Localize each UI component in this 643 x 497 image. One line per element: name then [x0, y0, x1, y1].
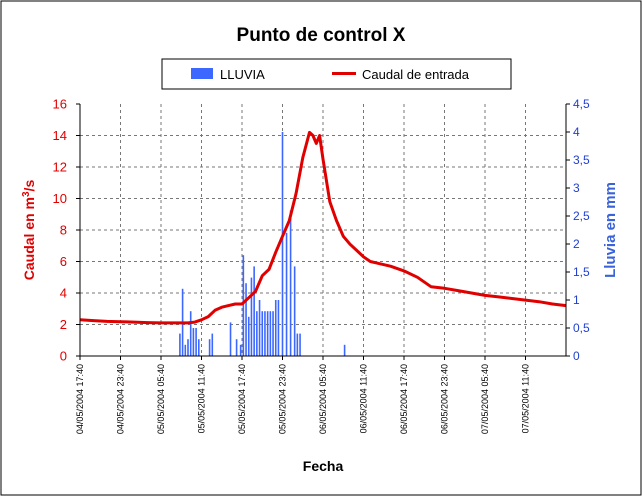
- x-tick-labels: 04/05/2004 17:40 04/05/2004 23:40 05/05/20…: [75, 364, 531, 434]
- legend-label-caudal: Caudal de entrada: [362, 67, 470, 82]
- rain-bar: [261, 311, 264, 356]
- rain-bar: [272, 311, 274, 356]
- x-tick-label: 04/05/2004 23:40: [116, 364, 126, 434]
- x-tick-label: 06/05/2004 05:40: [318, 364, 328, 434]
- left-tick-label: 10: [53, 191, 67, 206]
- rain-bar: [343, 344, 346, 356]
- rain-bar: [253, 266, 255, 356]
- right-tick-label: 4,5: [573, 97, 590, 111]
- right-tick-label: 3,5: [573, 153, 590, 167]
- rain-bar: [277, 300, 280, 356]
- x-tick-label: 06/05/2004 23:40: [440, 364, 450, 434]
- rain-bar: [189, 311, 192, 356]
- x-tick-label: 05/05/2004 11:40: [197, 364, 207, 433]
- rain-bar: [179, 333, 181, 356]
- legend-swatch-lluvia: [191, 68, 213, 79]
- x-axis-label: Fecha: [303, 458, 344, 474]
- rain-bar: [247, 316, 250, 356]
- x-tick-label: 06/05/2004 17:40: [399, 364, 409, 434]
- right-tick-label: 2: [573, 237, 580, 251]
- chart-title: Punto de control X: [237, 25, 406, 46]
- rain-bar: [269, 311, 272, 356]
- x-tick-label: 05/05/2004 05:40: [156, 364, 166, 434]
- x-tick-label: 05/05/2004 17:40: [237, 364, 247, 434]
- left-tick-labels: 0 2 4 6 8 10 12 14 16: [53, 97, 67, 364]
- rain-bars: [179, 132, 346, 356]
- right-tick-label: 1,5: [573, 265, 590, 279]
- left-tick-label: 2: [60, 317, 67, 332]
- right-tick-label: 0: [573, 349, 580, 363]
- left-tick-label: 12: [53, 160, 67, 175]
- rain-bar: [192, 328, 195, 356]
- rain-bar: [208, 339, 211, 356]
- right-tick-label: 0,5: [573, 321, 590, 335]
- rain-bar: [256, 311, 258, 356]
- legend-label-lluvia: LLUVIA: [220, 67, 265, 82]
- right-tick-label: 1: [573, 293, 580, 307]
- rain-bar: [266, 311, 269, 356]
- x-tick-label: 06/05/2004 11:40: [359, 364, 369, 433]
- x-tick-label: 05/05/2004 23:40: [278, 364, 288, 434]
- rain-bar: [296, 333, 299, 356]
- right-tick-labels: 0 0,5 1 1,5 2 2,5 3 3,5 4 4,5: [573, 97, 590, 363]
- rain-bar: [281, 132, 284, 356]
- rain-bar: [195, 328, 197, 356]
- left-tick-label: 4: [60, 286, 67, 301]
- right-tick-label: 3: [573, 181, 580, 195]
- rain-bar: [229, 322, 232, 356]
- left-tick-label: 8: [60, 223, 67, 238]
- flow-line: [79, 130, 567, 325]
- right-tick-label: 4: [573, 125, 580, 139]
- rain-bar: [250, 277, 253, 356]
- y-axis-right-label: Lluvia en mm: [602, 182, 619, 278]
- left-tick-label: 14: [53, 128, 67, 143]
- rain-bar: [258, 300, 261, 356]
- rain-bar: [245, 283, 247, 356]
- axes: [76, 103, 570, 360]
- x-tick-label: 04/05/2004 17:40: [75, 364, 85, 434]
- rain-bar: [242, 255, 245, 356]
- x-tick-label: 07/05/2004 11:40: [521, 364, 531, 433]
- rain-bar: [239, 344, 242, 356]
- rain-bar: [289, 210, 292, 356]
- rain-bar: [285, 232, 288, 356]
- rain-bar: [264, 311, 266, 356]
- y-axis-left-label: Caudal en m3/s: [21, 180, 37, 281]
- right-tick-label: 2,5: [573, 209, 590, 223]
- left-tick-label: 6: [60, 254, 67, 269]
- left-tick-label: 16: [53, 97, 67, 112]
- rain-bar: [274, 300, 277, 356]
- rain-bar: [235, 339, 238, 356]
- rain-bar: [293, 266, 296, 356]
- left-tick-label: 0: [60, 349, 67, 364]
- rain-bar: [299, 333, 301, 356]
- rain-bar: [187, 339, 189, 356]
- rain-bar: [184, 344, 187, 356]
- rain-bar: [211, 333, 214, 356]
- legend: LLUVIA Caudal de entrada: [161, 58, 512, 90]
- x-tick-label: 07/05/2004 05:40: [480, 364, 490, 434]
- rain-bar: [198, 339, 200, 356]
